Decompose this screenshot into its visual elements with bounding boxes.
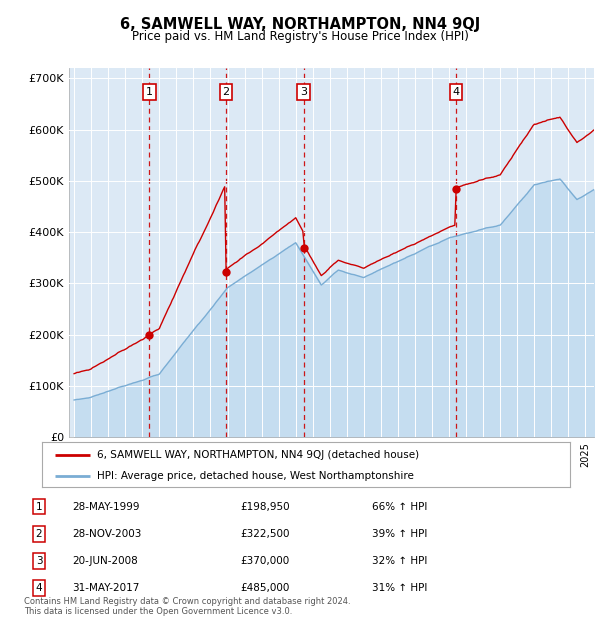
Text: 4: 4 [452, 87, 460, 97]
Text: 3: 3 [35, 556, 43, 566]
Text: 39% ↑ HPI: 39% ↑ HPI [372, 529, 427, 539]
Text: 1: 1 [35, 502, 43, 512]
Text: 6, SAMWELL WAY, NORTHAMPTON, NN4 9QJ (detached house): 6, SAMWELL WAY, NORTHAMPTON, NN4 9QJ (de… [97, 450, 419, 459]
Text: 1: 1 [146, 87, 153, 97]
Text: 31-MAY-2017: 31-MAY-2017 [72, 583, 139, 593]
Text: £485,000: £485,000 [240, 583, 289, 593]
Text: 66% ↑ HPI: 66% ↑ HPI [372, 502, 427, 512]
Text: 32% ↑ HPI: 32% ↑ HPI [372, 556, 427, 566]
Text: Contains HM Land Registry data © Crown copyright and database right 2024.
This d: Contains HM Land Registry data © Crown c… [24, 597, 350, 616]
Text: 31% ↑ HPI: 31% ↑ HPI [372, 583, 427, 593]
Text: 20-JUN-2008: 20-JUN-2008 [72, 556, 138, 566]
Text: 28-MAY-1999: 28-MAY-1999 [72, 502, 139, 512]
Text: HPI: Average price, detached house, West Northamptonshire: HPI: Average price, detached house, West… [97, 471, 415, 480]
Text: 28-NOV-2003: 28-NOV-2003 [72, 529, 142, 539]
Text: 3: 3 [300, 87, 307, 97]
Text: £322,500: £322,500 [240, 529, 290, 539]
Text: 2: 2 [35, 529, 43, 539]
Text: 2: 2 [223, 87, 230, 97]
Text: 4: 4 [35, 583, 43, 593]
Text: £370,000: £370,000 [240, 556, 289, 566]
Text: £198,950: £198,950 [240, 502, 290, 512]
Text: 6, SAMWELL WAY, NORTHAMPTON, NN4 9QJ: 6, SAMWELL WAY, NORTHAMPTON, NN4 9QJ [120, 17, 480, 32]
Text: Price paid vs. HM Land Registry's House Price Index (HPI): Price paid vs. HM Land Registry's House … [131, 30, 469, 43]
